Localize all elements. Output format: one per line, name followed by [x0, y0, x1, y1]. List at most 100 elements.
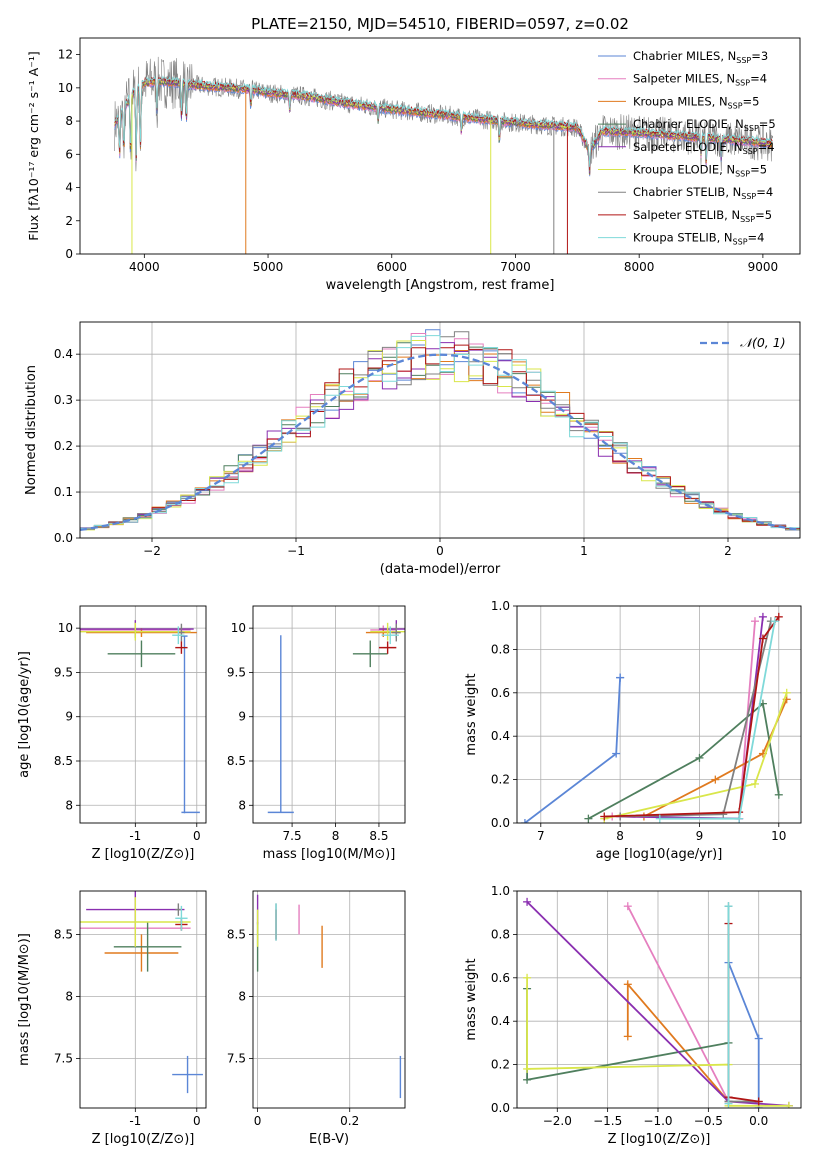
axes-frame — [79, 37, 801, 255]
series-marker — [623, 1032, 632, 1041]
age_vs_mass-plot-area — [267, 620, 405, 814]
series-marker — [784, 1101, 793, 1108]
y-axis-label: age [log10(age/yr)] — [17, 651, 32, 778]
y-tick-label: 1.0 — [491, 599, 510, 613]
y-tick-label: 9 — [65, 710, 73, 724]
legend-entry: Kroupa MILES, NSSP=5 — [633, 94, 759, 110]
series-marker — [520, 819, 529, 823]
mass_vs_EBV-plot-area — [256, 894, 402, 1099]
x-tick-label: 0 — [436, 544, 444, 558]
x-tick-label: 8 — [616, 829, 624, 843]
x-axis-label: Z [log10(Z/Z⊙)] — [92, 1132, 195, 1147]
y-axis-label: Flux [fλ10⁻¹⁷ erg cm⁻² s⁻¹ A⁻¹] — [26, 51, 41, 240]
y-tick-label: 8 — [65, 798, 73, 812]
weight-series — [587, 701, 780, 820]
age_vs_mass-ticks: 7.5 8 8.5 8 8.5 9 9.5 10 — [227, 621, 389, 843]
x-axis-label: (data-model)/error — [380, 562, 501, 577]
age_vs_mass-panel: 7.5 8 8.5 8 8.5 9 9.5 10 mass [log10(M/M⊙)] — [227, 605, 406, 862]
figure-title: PLATE=2150, MJD=54510, FIBERID=0597, z=0… — [251, 15, 629, 33]
series-marker — [754, 1034, 763, 1043]
series-marker — [523, 1075, 532, 1084]
weight-series — [620, 620, 772, 818]
series-marker — [523, 1064, 532, 1073]
y-tick-label: 8 — [238, 798, 246, 812]
axes-frame — [79, 321, 801, 539]
y-axis-label: mass weight — [464, 673, 479, 755]
y-tick-label: 8 — [238, 989, 246, 1003]
series-marker — [754, 1097, 763, 1106]
x-tick-label: 0 — [254, 1114, 262, 1128]
x-tick-label: 7.5 — [283, 829, 302, 843]
legend-entry: Salpeter STELIB, NSSP=5 — [633, 208, 772, 224]
legend-entry: 𝒩(0, 1) — [740, 335, 786, 350]
errorbar-point — [80, 622, 191, 641]
y-tick-label: 10 — [231, 621, 246, 635]
mass_vs_EBV-panel: 0 0.2 7.5 8 8.5 E(B-V) — [227, 890, 406, 1147]
age_vs_Z-panel: -1 0 8 8.5 9 9.5 10 Z [log10(Z/Z⊙)] age [log10(a… — [17, 605, 207, 862]
model-spectrum — [114, 75, 773, 168]
series-marker — [724, 902, 733, 911]
x-tick-label: −1.0 — [643, 1114, 672, 1128]
mass_vs_Z-grid — [80, 891, 206, 1108]
y-tick-label: 0.4 — [54, 347, 73, 361]
x-tick-label: 4000 — [129, 260, 160, 274]
x-tick-label: 8.5 — [369, 829, 388, 843]
y-tick-label: 7.5 — [227, 1051, 246, 1065]
residual_histogram-ticks: −2 −1 0 1 2 0.0 0.1 0.2 0.3 0.4 — [54, 347, 732, 558]
x-tick-label: -1 — [129, 829, 141, 843]
y-tick-label: 0 — [65, 247, 73, 261]
legend-entry: Chabrier STELIB, NSSP=4 — [633, 185, 773, 201]
mass_vs_EBV-ticks: 0 0.2 7.5 8 8.5 — [227, 927, 359, 1128]
spectrum-plot-area — [114, 56, 774, 254]
mass_vs_EBV-grid — [253, 891, 405, 1108]
mass_weight_vs_Z-panel: −2.0 −1.5 −1.0 −0.5 0.0 0.0 0.2 0.4 0.6 0.8 1.0 Z [… — [464, 884, 802, 1147]
histogram-legend: 𝒩(0, 1) — [700, 335, 786, 350]
x-tick-label: 10 — [771, 829, 786, 843]
x-tick-label: 1 — [580, 544, 588, 558]
residual_histogram-plot-area — [80, 329, 800, 532]
x-axis-label: Z [log10(Z/Z⊙)] — [92, 847, 195, 862]
y-tick-label: 7.5 — [54, 1051, 73, 1065]
y-tick-label: 9.5 — [54, 665, 73, 679]
weight-series — [604, 616, 780, 818]
errorbar-point — [113, 922, 182, 972]
errorbar-point — [370, 622, 405, 641]
x-tick-label: 0 — [193, 1114, 201, 1128]
y-axis-label: Normed distribution — [24, 365, 39, 495]
mass_weight_vs_Z-plot-area — [523, 897, 793, 1108]
age_vs_mass-grid — [253, 606, 405, 823]
series-marker — [523, 897, 532, 906]
y-tick-label: 0.6 — [491, 686, 510, 700]
weight-series — [727, 962, 760, 1108]
errorbar-point — [181, 635, 188, 814]
y-tick-label: 0.2 — [491, 1058, 510, 1072]
x-tick-label: 8000 — [624, 260, 655, 274]
age_vs_Z-plot-area — [80, 620, 200, 814]
x-tick-label: −1.5 — [593, 1114, 622, 1128]
axes-frame — [516, 890, 802, 1109]
x-tick-label: 7000 — [500, 260, 531, 274]
y-tick-label: 12 — [58, 48, 73, 62]
errorbar-point — [80, 897, 191, 947]
errorbar-point — [352, 640, 388, 668]
series-marker — [758, 612, 767, 621]
y-tick-label: 0.3 — [54, 393, 73, 407]
weight-series — [727, 923, 759, 1103]
y-tick-label: 0.6 — [491, 971, 510, 985]
x-axis-label: mass [log10(M/M⊙)] — [263, 847, 396, 862]
y-tick-label: 4 — [65, 181, 73, 195]
y-tick-label: 0.1 — [54, 485, 73, 499]
x-axis-label: E(B-V) — [309, 1132, 349, 1147]
y-tick-label: 0.0 — [491, 816, 510, 830]
weight-series — [627, 905, 730, 1102]
errorbar-point — [172, 1055, 203, 1094]
legend-entry: Salpeter MILES, NSSP=4 — [633, 72, 767, 88]
series-marker — [774, 612, 783, 621]
x-tick-label: −0.5 — [694, 1114, 723, 1128]
series-marker — [735, 814, 744, 823]
y-tick-label: 1.0 — [491, 884, 510, 898]
x-tick-label: 6000 — [376, 260, 407, 274]
series-marker — [758, 634, 767, 643]
legend-entry: Chabrier MILES, NSSP=3 — [633, 49, 768, 65]
